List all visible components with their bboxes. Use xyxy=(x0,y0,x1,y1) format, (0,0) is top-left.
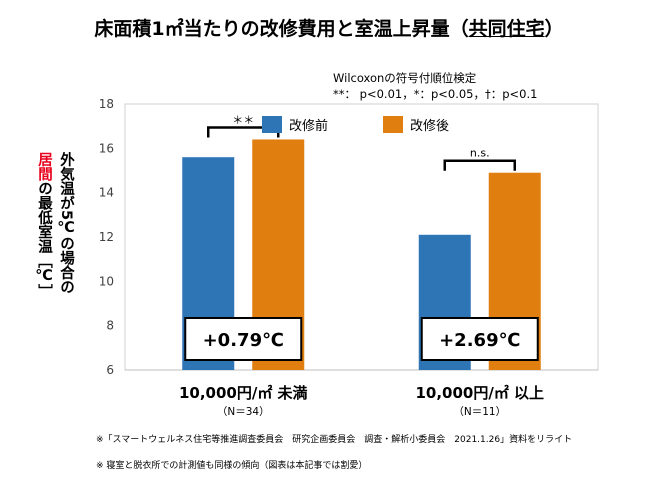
significance-label: ＊＊ xyxy=(232,113,254,126)
increase-box xyxy=(420,317,539,361)
title-close: ） xyxy=(544,18,564,40)
y-axis-label-rest: の最低室温［℃］ xyxy=(36,181,52,299)
stat-test-name: Wilcoxonの符号付順位検定 xyxy=(333,71,477,85)
y-axis-label-highlight: 居間 xyxy=(36,152,52,181)
y-tick-label: 8 xyxy=(106,319,114,333)
title-underlined: 共同住宅 xyxy=(468,18,545,40)
footnote-other-rooms: ※ 寝室と脱衣所での計測値も同様の傾向（図表は本記事では割愛） xyxy=(96,461,368,471)
legend-swatch-after xyxy=(383,116,403,133)
legend-swatch-before xyxy=(262,116,282,133)
title-text: 床面積1㎡当たりの改修費用と室温上昇量（ xyxy=(94,18,469,40)
legend-label-after: 改修後 xyxy=(410,119,449,134)
y-tick-label: 16 xyxy=(99,141,114,155)
y-tick-label: 12 xyxy=(99,230,114,244)
x-category-n: （N＝11） xyxy=(453,406,506,418)
y-tick-label: 18 xyxy=(99,97,114,111)
y-tick-label: 6 xyxy=(106,363,114,377)
significance-bracket xyxy=(443,159,516,171)
x-category-label: 10,000円/㎡ 未満 xyxy=(179,384,308,402)
y-axis-label-line2: 居間の最低室温［℃］ xyxy=(34,152,55,352)
x-category-label: 10,000円/㎡ 以上 xyxy=(415,384,544,402)
significance-label: n.s. xyxy=(470,147,490,160)
increase-label: +0.79℃ xyxy=(203,330,284,351)
y-axis-label: 外気温が5℃の場合の 居間の最低室温［℃］ xyxy=(28,152,84,352)
x-category-n: （N＝34） xyxy=(217,406,270,418)
y-tick-label: 10 xyxy=(99,274,114,288)
increase-label: +2.69℃ xyxy=(439,330,520,351)
increase-box xyxy=(184,317,303,361)
stat-significance-legend: **： p<0.01，*：p<0.05，†：p<0.1 xyxy=(333,87,538,101)
legend-label-before: 改修前 xyxy=(289,118,328,134)
footnote-source: ※「スマートウェルネス住宅等推進調査委員会 研究企画委員会 調査・解析小委員会 … xyxy=(96,435,573,445)
y-axis-label-line1: 外気温が5℃の場合の xyxy=(58,152,74,295)
chart-title: 床面積1㎡当たりの改修費用と室温上昇量（共同住宅） xyxy=(0,14,658,41)
y-tick-label: 14 xyxy=(99,186,114,200)
